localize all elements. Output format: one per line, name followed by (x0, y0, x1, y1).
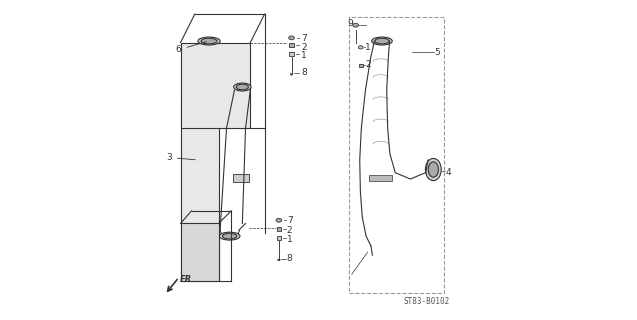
Ellipse shape (234, 83, 251, 91)
Bar (289, 52, 294, 56)
Bar (359, 64, 363, 67)
Ellipse shape (353, 23, 359, 27)
Ellipse shape (371, 37, 392, 45)
Text: 1: 1 (301, 51, 307, 60)
Text: ST83-B0102: ST83-B0102 (404, 297, 450, 306)
Bar (348, 17, 444, 293)
Ellipse shape (290, 74, 293, 75)
Ellipse shape (201, 38, 217, 44)
Text: 8: 8 (287, 254, 292, 263)
Ellipse shape (222, 233, 237, 239)
Text: 2: 2 (366, 60, 371, 69)
Bar (180, 223, 218, 281)
Ellipse shape (358, 46, 363, 49)
Bar (180, 97, 218, 281)
Text: 9: 9 (347, 19, 353, 28)
Text: 2: 2 (301, 43, 306, 52)
Ellipse shape (278, 259, 280, 261)
Text: 6: 6 (176, 42, 206, 54)
Ellipse shape (289, 36, 294, 40)
Text: 8: 8 (301, 68, 307, 77)
Ellipse shape (428, 162, 438, 177)
Ellipse shape (426, 158, 441, 180)
Bar (276, 227, 282, 231)
Ellipse shape (219, 232, 240, 240)
Text: FR.: FR. (180, 275, 195, 284)
Text: 1: 1 (366, 43, 371, 52)
Text: 4: 4 (445, 168, 451, 177)
Text: 1: 1 (287, 235, 292, 244)
Text: 2: 2 (287, 226, 292, 235)
Bar (289, 43, 294, 47)
Bar (233, 174, 248, 182)
Ellipse shape (375, 38, 389, 44)
Text: 7: 7 (287, 216, 292, 225)
Bar (276, 236, 282, 240)
Bar (180, 43, 250, 128)
Ellipse shape (198, 37, 220, 45)
Text: 5: 5 (434, 48, 440, 57)
Ellipse shape (276, 218, 282, 222)
Text: 3: 3 (166, 153, 195, 162)
Ellipse shape (236, 84, 248, 90)
Text: 7: 7 (301, 34, 307, 43)
Bar (369, 175, 392, 180)
